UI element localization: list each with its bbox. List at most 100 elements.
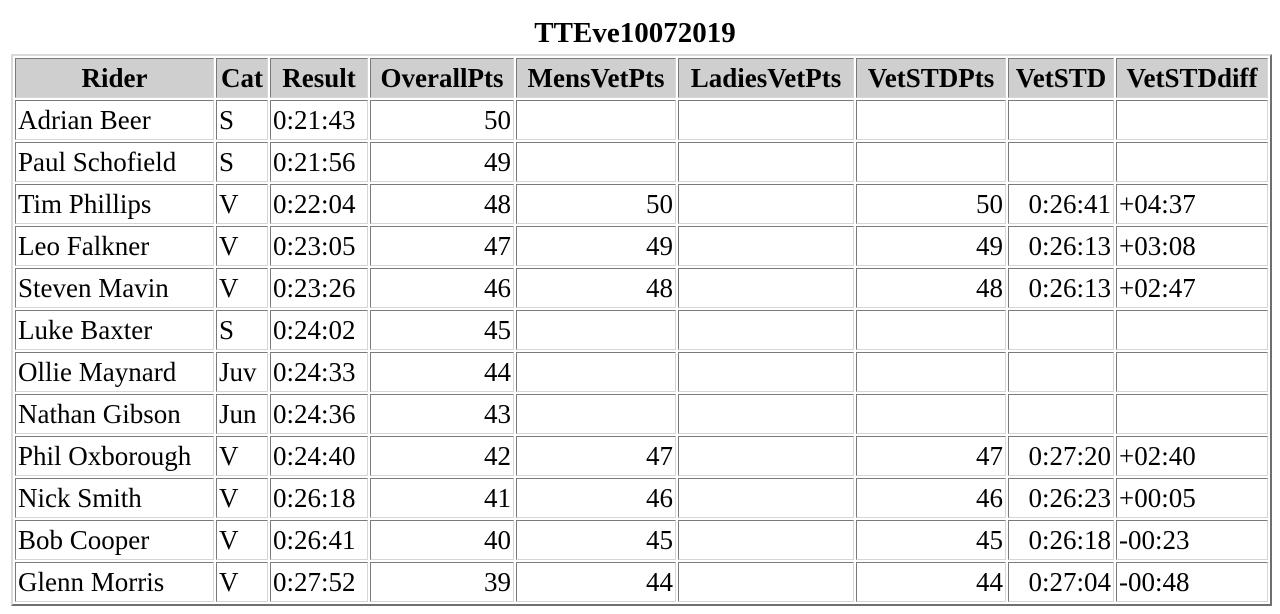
rider-name: Leo Falkner xyxy=(15,226,214,266)
mens-vet-points xyxy=(516,310,676,350)
ladies-vet-points xyxy=(678,520,854,560)
table-row: Luke Baxter S 0:24:02 45 xyxy=(15,310,1268,350)
vet-std-time xyxy=(1008,142,1114,182)
rider-name: Ollie Maynard xyxy=(15,352,214,392)
vet-std-diff: +03:08 xyxy=(1116,226,1268,266)
vet-std-points: 49 xyxy=(856,226,1006,266)
vet-std-points xyxy=(856,394,1006,434)
mens-vet-points xyxy=(516,352,676,392)
vet-std-diff: +00:05 xyxy=(1116,478,1268,518)
table-row: Nathan Gibson Jun 0:24:36 43 xyxy=(15,394,1268,434)
vet-std-diff xyxy=(1116,100,1268,140)
vet-std-diff: +04:37 xyxy=(1116,184,1268,224)
vet-std-diff: -00:48 xyxy=(1116,562,1268,602)
mens-vet-points: 47 xyxy=(516,436,676,476)
table-row: Bob Cooper V 0:26:41 40 45 45 0:26:18 -0… xyxy=(15,520,1268,560)
overall-points: 41 xyxy=(370,478,514,518)
mens-vet-points xyxy=(516,142,676,182)
vet-std-time: 0:27:20 xyxy=(1008,436,1114,476)
rider-name: Phil Oxborough xyxy=(15,436,214,476)
vet-std-points xyxy=(856,310,1006,350)
vet-std-time: 0:26:18 xyxy=(1008,520,1114,560)
ladies-vet-points xyxy=(678,310,854,350)
result-time: 0:22:04 xyxy=(270,184,368,224)
rider-category: S xyxy=(216,100,268,140)
column-header-vet-std-diff: VetSTDdiff xyxy=(1116,58,1268,98)
vet-std-diff xyxy=(1116,310,1268,350)
ladies-vet-points xyxy=(678,268,854,308)
rider-category: V xyxy=(216,226,268,266)
result-time: 0:24:36 xyxy=(270,394,368,434)
ladies-vet-points xyxy=(678,100,854,140)
vet-std-points: 50 xyxy=(856,184,1006,224)
rider-name: Glenn Morris xyxy=(15,562,214,602)
ladies-vet-points xyxy=(678,394,854,434)
ladies-vet-points xyxy=(678,436,854,476)
rider-category: V xyxy=(216,562,268,602)
table-row: Tim Phillips V 0:22:04 48 50 50 0:26:41 … xyxy=(15,184,1268,224)
mens-vet-points xyxy=(516,394,676,434)
rider-name: Paul Schofield xyxy=(15,142,214,182)
mens-vet-points: 49 xyxy=(516,226,676,266)
vet-std-points: 44 xyxy=(856,562,1006,602)
vet-std-time: 0:27:04 xyxy=(1008,562,1114,602)
overall-points: 39 xyxy=(370,562,514,602)
column-header-overall-pts: OverallPts xyxy=(370,58,514,98)
ladies-vet-points xyxy=(678,352,854,392)
rider-category: V xyxy=(216,184,268,224)
vet-std-diff xyxy=(1116,394,1268,434)
ladies-vet-points xyxy=(678,478,854,518)
results-body: Adrian Beer S 0:21:43 50 Paul Schofield … xyxy=(15,100,1268,602)
rider-name: Tim Phillips xyxy=(15,184,214,224)
result-time: 0:21:56 xyxy=(270,142,368,182)
rider-category: S xyxy=(216,142,268,182)
overall-points: 44 xyxy=(370,352,514,392)
vet-std-points xyxy=(856,100,1006,140)
result-time: 0:26:18 xyxy=(270,478,368,518)
table-row: Glenn Morris V 0:27:52 39 44 44 0:27:04 … xyxy=(15,562,1268,602)
vet-std-diff xyxy=(1116,352,1268,392)
vet-std-diff xyxy=(1116,142,1268,182)
vet-std-time xyxy=(1008,394,1114,434)
table-row: Nick Smith V 0:26:18 41 46 46 0:26:23 +0… xyxy=(15,478,1268,518)
rider-category: Jun xyxy=(216,394,268,434)
result-time: 0:24:40 xyxy=(270,436,368,476)
vet-std-time: 0:26:23 xyxy=(1008,478,1114,518)
results-table: Rider Cat Result OverallPts MensVetPts L… xyxy=(11,54,1272,606)
rider-category: V xyxy=(216,268,268,308)
rider-category: Juv xyxy=(216,352,268,392)
vet-std-points: 48 xyxy=(856,268,1006,308)
result-time: 0:27:52 xyxy=(270,562,368,602)
column-header-result: Result xyxy=(270,58,368,98)
overall-points: 42 xyxy=(370,436,514,476)
table-row: Paul Schofield S 0:21:56 49 xyxy=(15,142,1268,182)
result-time: 0:26:41 xyxy=(270,520,368,560)
overall-points: 46 xyxy=(370,268,514,308)
vet-std-time xyxy=(1008,352,1114,392)
column-header-ladies-vet-pts: LadiesVetPts xyxy=(678,58,854,98)
overall-points: 43 xyxy=(370,394,514,434)
result-time: 0:24:33 xyxy=(270,352,368,392)
vet-std-points xyxy=(856,142,1006,182)
mens-vet-points: 44 xyxy=(516,562,676,602)
rider-category: V xyxy=(216,436,268,476)
result-time: 0:24:02 xyxy=(270,310,368,350)
vet-std-diff: +02:47 xyxy=(1116,268,1268,308)
vet-std-diff: -00:23 xyxy=(1116,520,1268,560)
overall-points: 49 xyxy=(370,142,514,182)
rider-name: Steven Mavin xyxy=(15,268,214,308)
ladies-vet-points xyxy=(678,184,854,224)
rider-name: Bob Cooper xyxy=(15,520,214,560)
overall-points: 45 xyxy=(370,310,514,350)
table-title: TTEve10072019 xyxy=(534,17,736,49)
rider-category: V xyxy=(216,478,268,518)
vet-std-points: 45 xyxy=(856,520,1006,560)
mens-vet-points: 45 xyxy=(516,520,676,560)
table-row: Adrian Beer S 0:21:43 50 xyxy=(15,100,1268,140)
vet-std-time: 0:26:13 xyxy=(1008,268,1114,308)
rider-name: Luke Baxter xyxy=(15,310,214,350)
mens-vet-points: 46 xyxy=(516,478,676,518)
header-row: Rider Cat Result OverallPts MensVetPts L… xyxy=(15,58,1268,98)
vet-std-time xyxy=(1008,310,1114,350)
column-header-mens-vet-pts: MensVetPts xyxy=(516,58,676,98)
